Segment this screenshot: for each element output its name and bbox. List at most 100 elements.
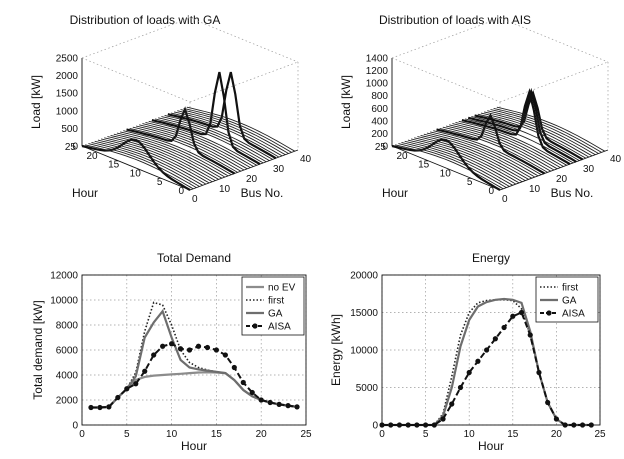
surface-plot-ais: Distribution of loads with AIS 020040060… <box>339 13 622 205</box>
z-tick-label: 2500 <box>56 54 79 65</box>
data-point <box>106 404 112 410</box>
bus-load-curve <box>177 110 286 156</box>
data-point <box>231 364 237 371</box>
data-point <box>195 343 202 349</box>
legend: no EV first GA AISA <box>241 276 305 336</box>
x-tick-label: 5 <box>423 429 429 440</box>
x-tick-labels: 0 5 10 15 20 25 <box>375 142 495 197</box>
bus-load-curve <box>426 132 536 178</box>
data-point <box>294 404 300 410</box>
bus-load-curve <box>395 144 504 190</box>
bus-load-curve <box>433 130 542 176</box>
y-tick-label: 12000 <box>50 271 78 282</box>
data-point <box>151 352 157 358</box>
bus-load-curve <box>401 142 510 187</box>
z-tick-label: 800 <box>371 91 388 102</box>
y-tick-label: 4000 <box>56 371 79 382</box>
y-tick-label: 30 <box>273 164 285 175</box>
x-tick-label: 0 <box>79 429 85 440</box>
chart-title: Distribution of loads with AIS <box>379 13 531 27</box>
z-tick-label: 200 <box>371 129 388 140</box>
z-axis-label: Load [kW] <box>29 75 43 129</box>
data-point <box>88 404 94 411</box>
bus-load-curve <box>135 125 245 171</box>
bus-load-curve <box>145 122 254 167</box>
bus-load-curve <box>471 116 580 161</box>
x-axis-label: Hour <box>181 439 207 453</box>
y-axis-label: Energy [kWh] <box>329 314 343 386</box>
bus-load-curve <box>487 110 596 156</box>
bus-load-curve <box>445 125 555 171</box>
x-tick-label: 5 <box>157 177 163 188</box>
bus-load-curve <box>474 90 584 161</box>
bus-load-curve <box>484 111 593 157</box>
x-tick-label: 15 <box>507 429 519 440</box>
bus-load-curve <box>110 134 219 180</box>
y-tick-label: 20 <box>246 174 258 185</box>
series-line-aisa <box>91 342 298 409</box>
x-tick-label: 0 <box>379 429 385 440</box>
bus-load-curve <box>167 71 277 160</box>
bus-load-curve <box>449 124 558 170</box>
x-tick-label: 15 <box>211 429 223 440</box>
bus-load-curve <box>442 126 552 172</box>
x-tick-label: 10 <box>130 168 142 179</box>
x-axis-label: Hour <box>478 439 504 453</box>
bus-load-curve <box>107 136 216 181</box>
x-tick-label: 5 <box>124 429 130 440</box>
z-tick-label: 1000 <box>366 79 389 90</box>
bus-load-curve <box>94 140 203 186</box>
legend-label: no EV <box>268 283 296 294</box>
y-tick-labels: 0 10 20 30 40 <box>192 154 312 205</box>
x-tick-label: 15 <box>418 160 430 171</box>
x-tick-label: 25 <box>594 429 606 440</box>
data-point <box>249 389 255 396</box>
bus-load-curve <box>455 122 564 167</box>
bus-load-curve <box>129 127 238 173</box>
bus-load-curve <box>139 124 248 170</box>
bus-load-curve <box>480 112 590 158</box>
surface-lines <box>391 87 606 191</box>
bus-load-curve <box>126 106 236 175</box>
data-point <box>285 403 291 409</box>
bus-load-curve <box>91 142 200 187</box>
plot-frame <box>381 274 601 426</box>
series-line-aisa <box>382 311 592 426</box>
data-point <box>204 344 211 351</box>
bus-load-curve <box>164 114 273 160</box>
bus-load-curve <box>104 137 213 183</box>
data-point <box>124 386 130 392</box>
data-point <box>142 368 148 374</box>
legend-label: GA <box>268 309 283 320</box>
z-tick-label: 0 <box>72 142 78 153</box>
data-point <box>222 352 228 358</box>
x-tick-label: 20 <box>396 151 408 162</box>
y-tick-label: 40 <box>610 154 622 165</box>
data-point <box>186 347 193 353</box>
bus-load-curve <box>464 118 574 164</box>
bus-load-curve <box>493 107 602 153</box>
z-tick-label: 2000 <box>56 71 79 82</box>
y-axis-label: Total demand [kW] <box>31 300 45 399</box>
data-point <box>267 399 273 406</box>
z-tick-label: 500 <box>61 124 78 135</box>
z-tick-label: 1400 <box>366 54 389 65</box>
bus-load-curve <box>439 127 548 173</box>
bus-load-curve <box>85 144 194 190</box>
y-tick-label: 10 <box>529 184 541 195</box>
data-point <box>169 341 175 347</box>
data-point <box>510 313 516 319</box>
x-axis-label: Hour <box>72 186 98 200</box>
z-tick-label: 1200 <box>366 66 389 77</box>
bus-load-curve <box>423 133 533 179</box>
z-tick-label: 600 <box>371 104 388 115</box>
bus-load-curve <box>391 138 501 191</box>
data-point <box>133 381 139 387</box>
z-tick-label: 1000 <box>56 106 79 117</box>
bus-load-curve <box>420 134 529 180</box>
chart-title: Total Demand <box>157 251 231 265</box>
y-tick-label: 10000 <box>350 346 378 357</box>
data-point <box>240 379 246 386</box>
legend-label: first <box>562 283 578 294</box>
